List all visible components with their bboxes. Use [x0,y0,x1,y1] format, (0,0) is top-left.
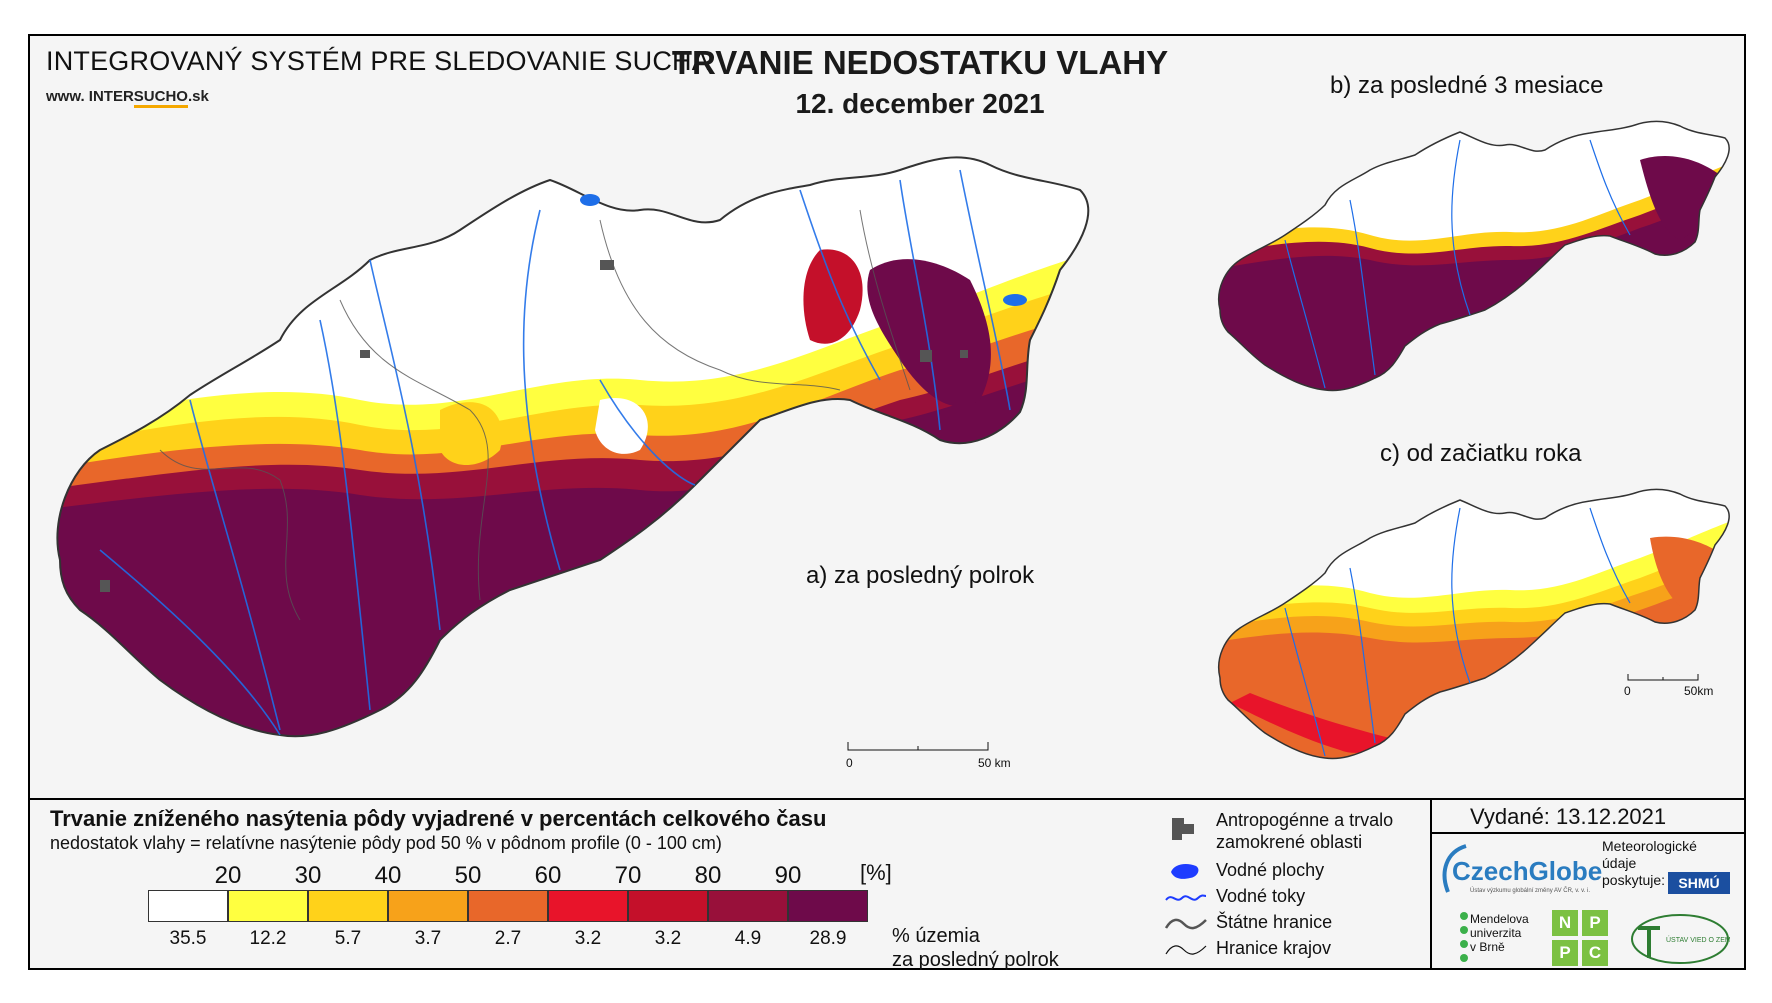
legend-subtitle: nedostatok vlahy = relatívne nasýtenie p… [50,833,722,853]
water-body-icon [1171,864,1199,879]
small-scale-bar [1627,674,1699,681]
mendel-logo-dots [1460,912,1468,962]
czechglobe-logo: CzechGlobe [1452,856,1603,886]
main-map [56,156,1090,738]
legend-class-share: 28.9 [809,928,847,949]
website-url[interactable]: www. INTERSUCHO.sk [46,88,209,108]
state-border-icon [1164,918,1207,930]
legend-threshold: 20 [214,862,242,889]
czechglobe-subtitle: Ústav výzkumu globální změny AV ČR, v. v… [1470,888,1591,894]
panel-label-c: c) od začiatku roka [1380,440,1582,467]
uvz-logo-text: ÚSTAV VIED O ZEMI [1666,935,1730,944]
meteo-provider-label: Meteorologické údaje poskytuje: [1602,838,1697,889]
meteo-line1: Meteorologické [1602,838,1697,854]
anthropogenic-icon [1172,818,1194,840]
nppc-c: C [1582,940,1608,966]
url-suffix: .sk [187,88,209,105]
small-scale-zero: 0 [1624,684,1631,698]
legend-threshold: 80 [694,862,722,889]
legend-class-swatch [788,890,868,922]
legend-class-swatch [468,890,548,922]
legend-class-share: 35.5 [169,928,207,949]
symbol-streams: Vodné toky [1216,886,1306,906]
legend-threshold: 40 [374,862,402,889]
symbol-region-border: Hranice krajov [1216,938,1332,958]
panel-label-b: b) za posledné 3 mesiace [1330,72,1604,99]
symbol-anthropogenic-2: zamokrené oblasti [1216,832,1363,852]
mendel-logo-text: Mendelova univerzita v Brně [1470,912,1529,954]
czechglobe-logo-arc [1442,844,1467,893]
mendel-line1: Mendelova [1470,912,1529,926]
symbol-state-border: Štátne hranice [1216,912,1333,932]
legend-panel [28,798,1746,970]
legend-threshold: 50 [454,862,482,889]
map-last-3-months [1218,120,1730,392]
symbol-anthropogenic-1: Antropogénne a trvalo [1216,810,1394,830]
shmu-logo: SHMÚ [1668,872,1730,894]
meteo-line2: údaje [1602,855,1637,871]
legend-class-share: 3.2 [654,928,682,949]
url-highlight: SUCHO [133,88,188,108]
main-scale-zero: 0 [846,756,853,770]
legend-class-share: 12.2 [249,928,287,949]
legend-threshold: 90 [774,862,802,889]
issuer-panel [1430,798,1746,970]
symbol-water-bodies: Vodné plochy [1216,860,1325,880]
legend-class-swatch [228,890,308,922]
panel-label-a: a) za posledný polrok [806,562,1035,589]
legend-class-share: 4.9 [734,928,762,949]
mendel-line2: univerzita [1470,926,1522,940]
legend-class-swatch [708,890,788,922]
meteo-line3: poskytuje: [1602,872,1666,888]
legend-class-share: 2.7 [494,928,522,949]
legend-threshold: 30 [294,862,322,889]
legend-class-swatch [628,890,708,922]
legend-class-share: 3.7 [414,928,442,949]
uvz-logo: ÚSTAV VIED O ZEMI [1631,914,1730,964]
legend-class-share: 5.7 [334,928,362,949]
mendel-line3: v Brně [1470,940,1505,954]
share-label-line2: za posledný polrok [892,949,1059,971]
legend-class-swatch [388,890,468,922]
share-label-line1: % územia [892,925,980,947]
region-border-icon [1165,945,1207,955]
legend-class-swatch [308,890,388,922]
small-scale-end: 50km [1684,684,1714,698]
legend-threshold: 70 [614,862,642,889]
issued-date: Vydané: 13.12.2021 [1470,804,1667,829]
legend-threshold: 60 [534,862,562,889]
legend-class-share: 3.2 [574,928,602,949]
map-title: TRVANIE NEDOSTATKU VLAHY [671,44,1169,81]
url-prefix: www. INTER [46,88,134,105]
stream-icon [1165,894,1207,901]
legend-class-swatch [548,890,628,922]
legend-class-swatch [148,890,228,922]
main-scale-bar [847,742,989,751]
organization-name: INTEGROVANÝ SYSTÉM PRE SLEDOVANIE SUCHA [46,46,710,76]
legend-title: Trvanie zníženého nasýtenia pôdy vyjadre… [50,806,827,831]
nppc-logo: N P P C [1552,910,1608,966]
issuer-divider [1430,832,1746,834]
legend-unit: [%] [860,860,892,885]
nppc-p1: P [1582,910,1608,936]
map-date: 12. december 2021 [795,88,1045,119]
map-since-year-start [1218,488,1730,760]
nppc-n: N [1552,910,1578,936]
main-scale-end: 50 km [978,756,1011,770]
nppc-p2: P [1552,940,1578,966]
legend-share-label: % územia za posledný polrok [892,924,1059,972]
